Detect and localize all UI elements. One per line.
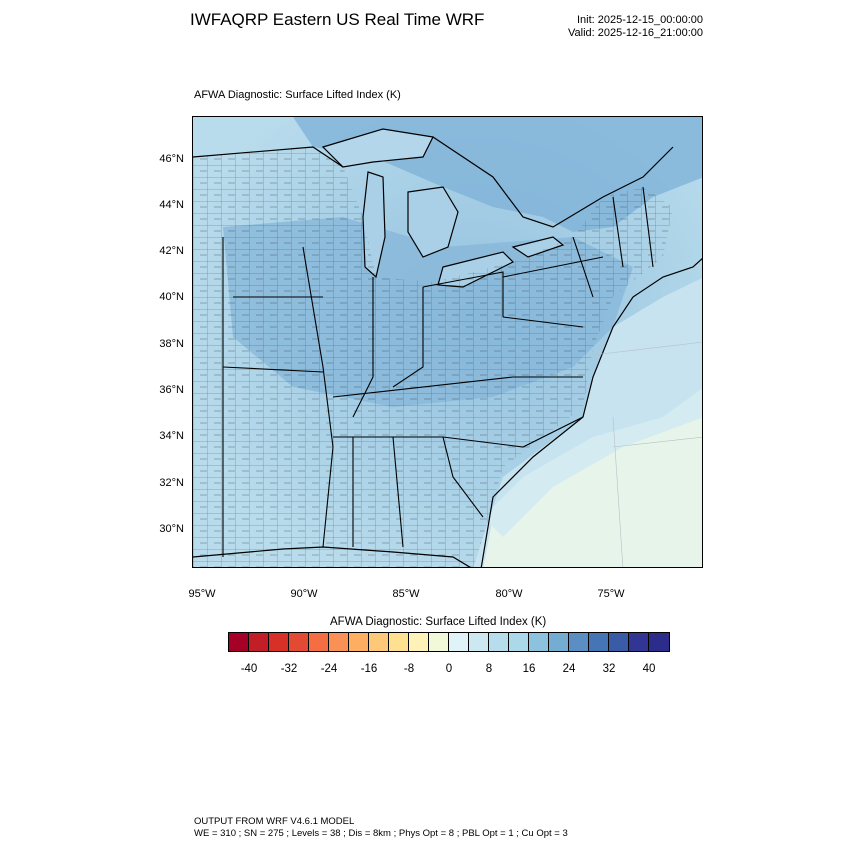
colorbar-cell [229, 633, 249, 651]
lat-label-44: 44°N [159, 199, 184, 211]
model-footer: OUTPUT FROM WRF V4.6.1 MODEL WE = 310 ; … [194, 816, 568, 840]
init-time: Init: 2025-12-15_00:00:00 [577, 14, 703, 26]
colorbar-tick-label: 40 [642, 663, 656, 675]
lat-label-30: 30°N [159, 523, 184, 535]
lon-label-90: 90°W [290, 588, 318, 600]
colorbar-tick-label: -32 [280, 663, 298, 675]
colorbar-tick-label: -40 [240, 663, 258, 675]
colorbar-cell [269, 633, 289, 651]
colorbar-cell [569, 633, 589, 651]
colorbar-cell [469, 633, 489, 651]
colorbar-tick-label: 0 [445, 663, 453, 675]
lat-label-42: 42°N [159, 245, 184, 257]
colorbar-cell [309, 633, 329, 651]
colorbar-tick-label: 16 [522, 663, 536, 675]
colorbar-cell [629, 633, 649, 651]
colorbar [228, 632, 670, 652]
lat-label-40: 40°N [159, 291, 184, 303]
lat-label-32: 32°N [159, 477, 184, 489]
colorbar-tick-label: 24 [562, 663, 576, 675]
colorbar-cell [589, 633, 609, 651]
map-panel [192, 116, 703, 568]
plot-title: IWFAQRP Eastern US Real Time WRF [190, 10, 485, 29]
colorbar-title: AFWA Diagnostic: Surface Lifted Index (K… [330, 616, 547, 628]
footer-line-2: WE = 310 ; SN = 275 ; Levels = 38 ; Dis … [194, 828, 568, 839]
colorbar-cell [389, 633, 409, 651]
colorbar-cell [509, 633, 529, 651]
lat-label-46: 46°N [159, 153, 184, 165]
footer-line-1: OUTPUT FROM WRF V4.6.1 MODEL [194, 816, 355, 827]
ocean-transition-region [483, 388, 702, 537]
map-svg [193, 117, 702, 567]
colorbar-cell [549, 633, 569, 651]
state-borders [222, 186, 654, 557]
init-valid-times: Init: 2025-12-15_00:00:00 Valid: 2025-12… [560, 14, 703, 40]
lon-label-75: 75°W [597, 588, 625, 600]
graticule [592, 341, 702, 567]
ocean-pale-region [483, 407, 702, 567]
lake-huron [407, 186, 459, 258]
colorbar-tick-label: 8 [485, 663, 493, 675]
lat-label-36: 36°N [159, 384, 184, 396]
colorbar-cell [429, 633, 449, 651]
colorbar-cell [649, 633, 669, 651]
gulf-coastline [193, 546, 471, 567]
lat-label-38: 38°N [159, 338, 184, 350]
colorbar-cell [529, 633, 549, 651]
colorbar-cell [369, 633, 389, 651]
lat-label-34: 34°N [159, 430, 184, 442]
lon-label-95: 95°W [188, 588, 216, 600]
county-boundaries [193, 147, 673, 567]
colorbar-cell [349, 633, 369, 651]
lon-label-85: 85°W [392, 588, 420, 600]
atlantic-coastline [480, 258, 702, 567]
colorbar-tick-label: -24 [320, 663, 338, 675]
colorbar-tick-label: -8 [403, 663, 415, 675]
lon-label-80: 80°W [495, 588, 523, 600]
field-subtitle: AFWA Diagnostic: Surface Lifted Index (K… [194, 89, 401, 101]
colorbar-cell [329, 633, 349, 651]
valid-time: Valid: 2025-12-16_21:00:00 [568, 27, 703, 39]
colorbar-cell [489, 633, 509, 651]
colorbar-tick-label: -16 [360, 663, 378, 675]
canada-border [193, 136, 674, 228]
colorbar-cell [609, 633, 629, 651]
colorbar-tick-label: 32 [602, 663, 616, 675]
colorbar-cell [249, 633, 269, 651]
colorbar-cell [449, 633, 469, 651]
colorbar-cell [289, 633, 309, 651]
colorbar-cell [409, 633, 429, 651]
